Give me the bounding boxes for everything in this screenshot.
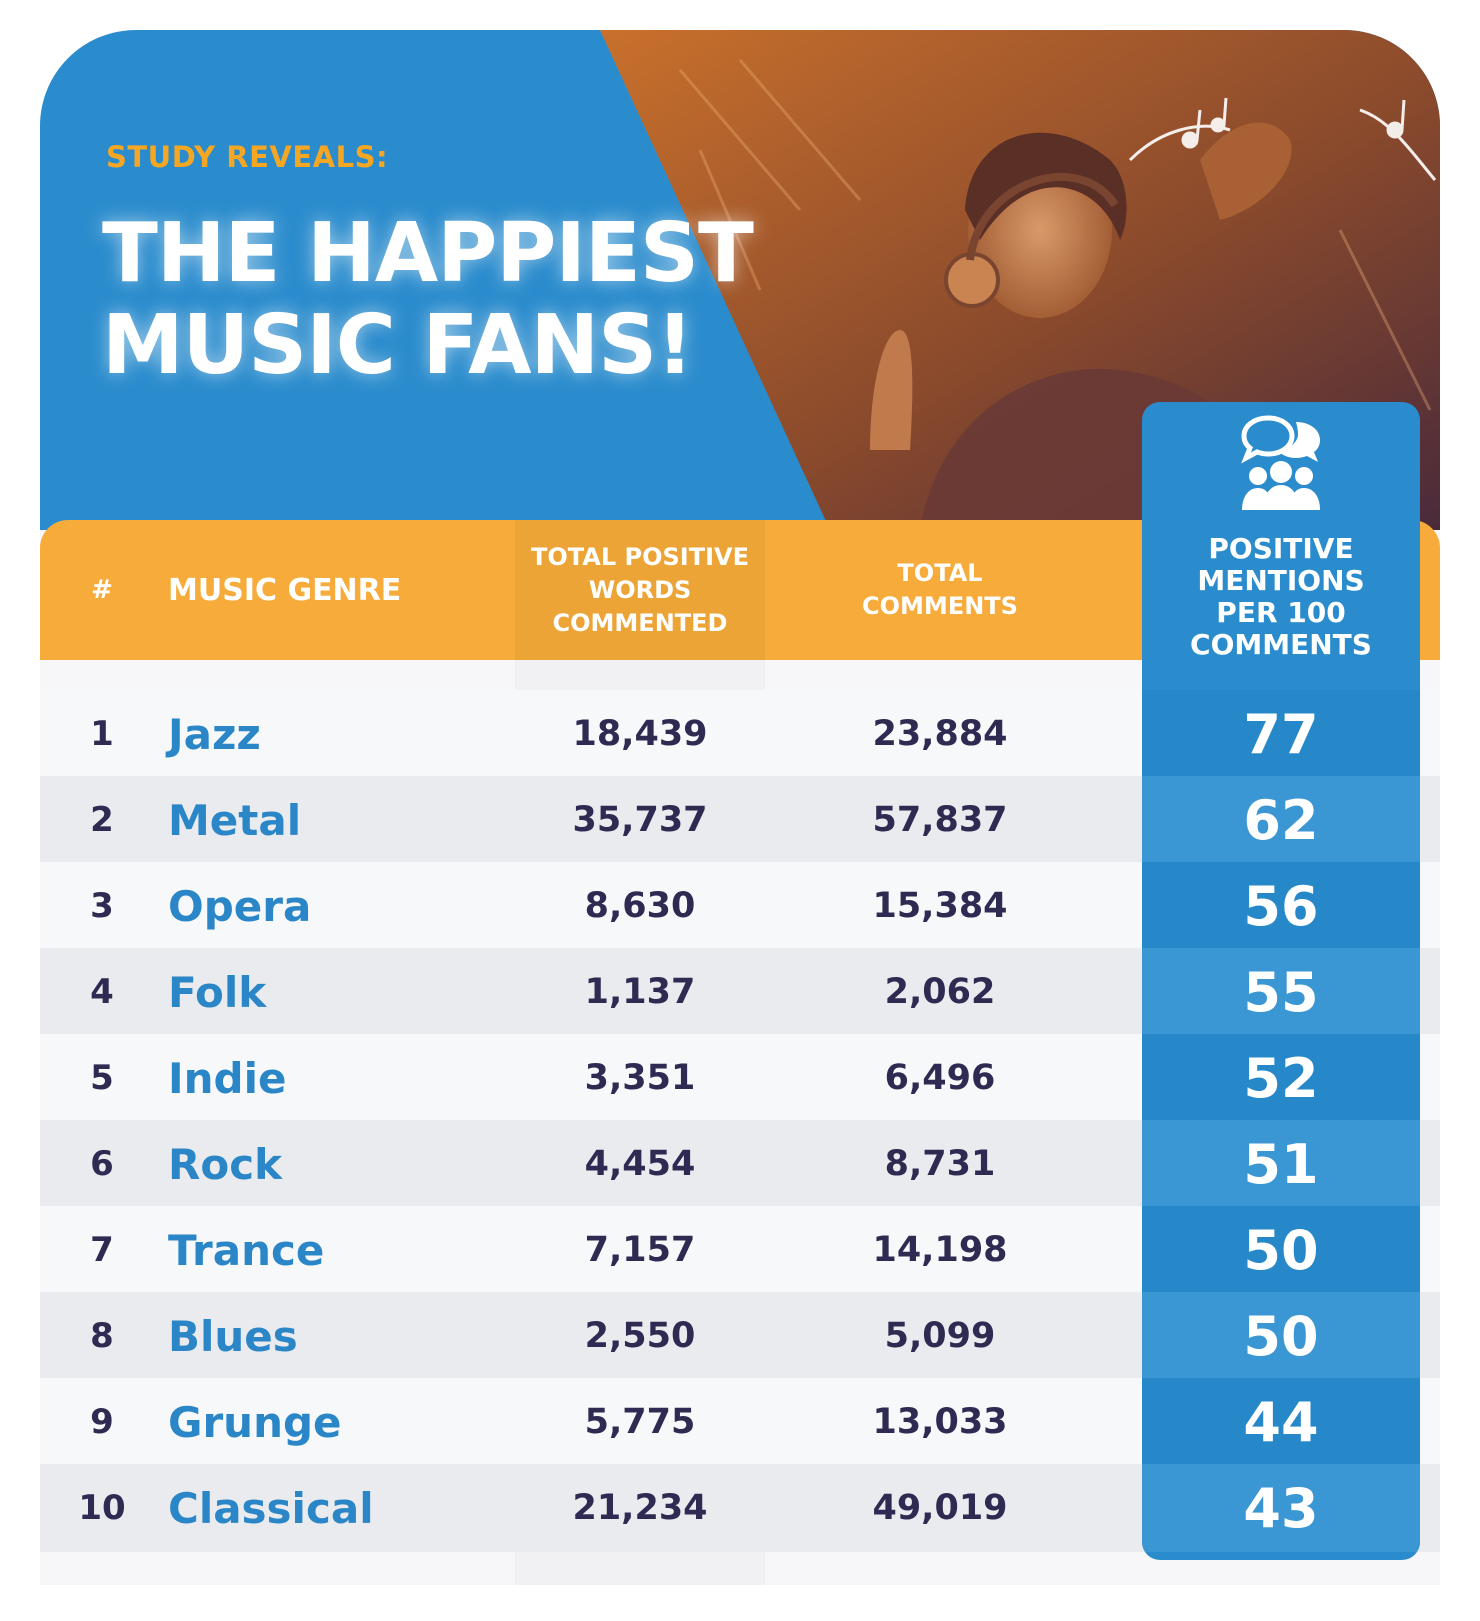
positive-words-cell: 7,157 — [584, 1230, 696, 1270]
header-genre: MUSIC GENRE — [168, 520, 508, 660]
header-score: POSITIVE MENTIONS PER 100 COMMENTS — [1142, 527, 1420, 667]
header-score-line: COMMENTS — [1190, 628, 1372, 661]
positive-words-cell: 21,234 — [572, 1488, 708, 1528]
score-column: POSITIVE MENTIONS PER 100 COMMENTS 77 62 5… — [1142, 402, 1420, 1560]
page-title: THE HAPPIEST MUSIC FANS! — [102, 208, 1002, 392]
score-cell: 56 — [1142, 862, 1420, 950]
music-notes-icon — [1128, 97, 1437, 181]
header-words: TOTAL POSITIVE WORDS COMMENTED — [515, 520, 765, 660]
header-rank: # — [70, 520, 134, 660]
genre-cell: Metal — [168, 795, 302, 845]
score-cell: 50 — [1142, 1206, 1420, 1294]
score-cell: 51 — [1142, 1120, 1420, 1208]
genre-cell: Grunge — [168, 1397, 342, 1447]
rank-cell: 8 — [90, 1316, 114, 1356]
rank-cell: 3 — [90, 886, 114, 926]
people-chat-icon — [1241, 415, 1320, 510]
total-comments-cell: 8,731 — [884, 1144, 996, 1184]
header-score-line: POSITIVE — [1208, 532, 1354, 565]
total-comments-cell: 2,062 — [884, 972, 996, 1012]
rank-cell: 6 — [90, 1144, 114, 1184]
score-cell: 50 — [1142, 1292, 1420, 1380]
genre-cell: Classical — [168, 1483, 374, 1533]
genre-cell: Blues — [168, 1311, 298, 1361]
positive-words-cell: 3,351 — [584, 1058, 696, 1098]
rank-cell: 7 — [90, 1230, 114, 1270]
genre-cell: Folk — [168, 967, 267, 1017]
genre-cell: Opera — [168, 881, 312, 931]
header-score-line: MENTIONS — [1197, 564, 1365, 597]
score-cell: 44 — [1142, 1378, 1420, 1466]
header-words-line: WORDS — [588, 575, 692, 604]
total-comments-cell: 49,019 — [872, 1488, 1008, 1528]
total-comments-cell: 23,884 — [872, 714, 1008, 754]
title-line-1: THE HAPPIEST — [102, 206, 754, 301]
score-cell: 43 — [1142, 1464, 1420, 1552]
header-comments: TOTAL COMMENTS — [805, 520, 1075, 660]
header-words-line: TOTAL POSITIVE — [531, 542, 749, 571]
infographic-card: STUDY REVEALS: THE HAPPIEST MUSIC FANS! … — [40, 30, 1440, 1585]
total-comments-cell: 13,033 — [872, 1402, 1008, 1442]
total-comments-cell: 6,496 — [884, 1058, 996, 1098]
header-comments-line: COMMENTS — [862, 592, 1018, 620]
study-kicker: STUDY REVEALS: — [106, 140, 389, 174]
rank-cell: 10 — [78, 1488, 126, 1528]
total-comments-cell: 15,384 — [872, 886, 1008, 926]
rank-cell: 1 — [90, 714, 114, 754]
header-genre-label: MUSIC GENRE — [168, 572, 402, 608]
genre-cell: Rock — [168, 1139, 283, 1189]
genre-cell: Indie — [168, 1053, 287, 1103]
score-cell: 55 — [1142, 948, 1420, 1036]
positive-words-cell: 35,737 — [572, 800, 708, 840]
rank-cell: 2 — [90, 800, 114, 840]
title-line-2: MUSIC FANS! — [102, 298, 694, 393]
score-cell: 62 — [1142, 776, 1420, 864]
rank-cell: 5 — [90, 1058, 114, 1098]
positive-words-cell: 8,630 — [584, 886, 696, 926]
header-comments-line: TOTAL — [897, 559, 983, 587]
genre-cell: Trance — [168, 1225, 325, 1275]
rank-cell: 9 — [90, 1402, 114, 1442]
header-words-line: COMMENTED — [552, 608, 728, 637]
total-comments-cell: 57,837 — [872, 800, 1008, 840]
rank-cell: 4 — [90, 972, 114, 1012]
positive-words-cell: 2,550 — [584, 1316, 696, 1356]
positive-words-cell: 1,137 — [584, 972, 696, 1012]
total-comments-cell: 14,198 — [872, 1230, 1008, 1270]
total-comments-cell: 5,099 — [884, 1316, 996, 1356]
score-cell: 52 — [1142, 1034, 1420, 1122]
score-cell: 77 — [1142, 690, 1420, 778]
positive-words-cell: 5,775 — [584, 1402, 696, 1442]
header-score-line: PER 100 — [1216, 596, 1346, 629]
positive-words-cell: 18,439 — [572, 714, 708, 754]
genre-cell: Jazz — [168, 709, 261, 759]
positive-words-cell: 4,454 — [584, 1144, 696, 1184]
header-rank-label: # — [91, 575, 113, 605]
